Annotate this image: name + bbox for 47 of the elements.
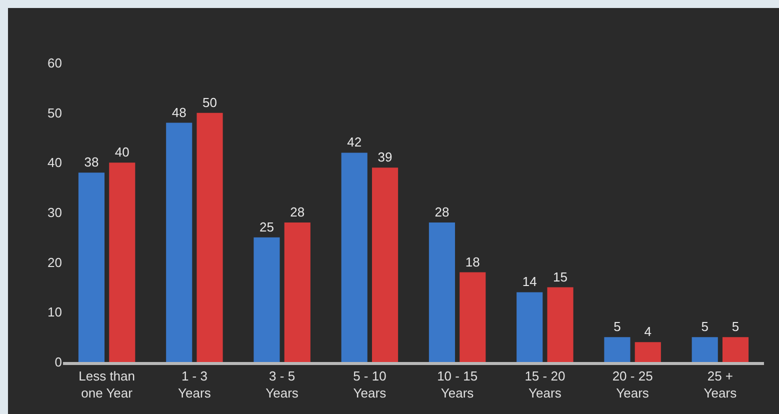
- x-tick-label: 25 + Years: [704, 368, 738, 400]
- data-label: 38: [84, 154, 99, 170]
- data-label: 28: [434, 204, 450, 220]
- x-tick-label: 10 - 15 Years: [437, 368, 478, 400]
- x-tick-label: 1 - 3 Years: [178, 368, 212, 400]
- bar: [78, 172, 105, 362]
- bar: [196, 112, 223, 362]
- x-tick-label: 15 - 20 Years: [524, 368, 566, 400]
- data-label: 25: [259, 219, 274, 234]
- bar: [166, 122, 192, 362]
- bar: [428, 222, 456, 362]
- bar: [722, 337, 749, 362]
- bar: [460, 272, 486, 362]
- data-label: 5: [701, 319, 708, 334]
- bar: [604, 337, 630, 362]
- y-tick-label: 50: [48, 105, 62, 120]
- y-tick-label: 40: [48, 155, 62, 170]
- y-tick-label: 0: [54, 354, 62, 370]
- data-label: 28: [290, 204, 305, 220]
- bar: [284, 222, 310, 362]
- data-label: 40: [114, 144, 130, 160]
- bar: [372, 168, 398, 362]
- data-label: 50: [202, 94, 218, 110]
- data-label: 14: [522, 274, 537, 290]
- bar: [692, 337, 718, 362]
- x-tick-label: 20 - 25 Years: [612, 368, 653, 400]
- bar: [634, 342, 661, 362]
- bar: [341, 152, 368, 362]
- x-tick-label: 5 - 10 Years: [353, 368, 387, 400]
- data-label: 15: [553, 269, 568, 284]
- data-label: 18: [465, 254, 480, 270]
- bar: [516, 292, 543, 362]
- data-label: 4: [644, 324, 652, 340]
- x-tick-label: Less than one Year: [78, 368, 135, 400]
- bar: [547, 287, 574, 362]
- y-tick-label: 10: [48, 304, 62, 320]
- bar: [109, 162, 136, 362]
- data-label: 39: [378, 150, 392, 165]
- y-tick-label: 60: [48, 56, 62, 71]
- x-tick-label: 3 - 5 Years: [266, 368, 299, 400]
- y-tick-label: 30: [48, 205, 62, 220]
- data-label: 48: [172, 104, 186, 120]
- bar: [254, 237, 280, 362]
- data-label: 5: [732, 319, 740, 334]
- data-label: 42: [347, 134, 362, 150]
- data-label: 5: [614, 319, 621, 334]
- y-tick-label: 20: [48, 254, 62, 270]
